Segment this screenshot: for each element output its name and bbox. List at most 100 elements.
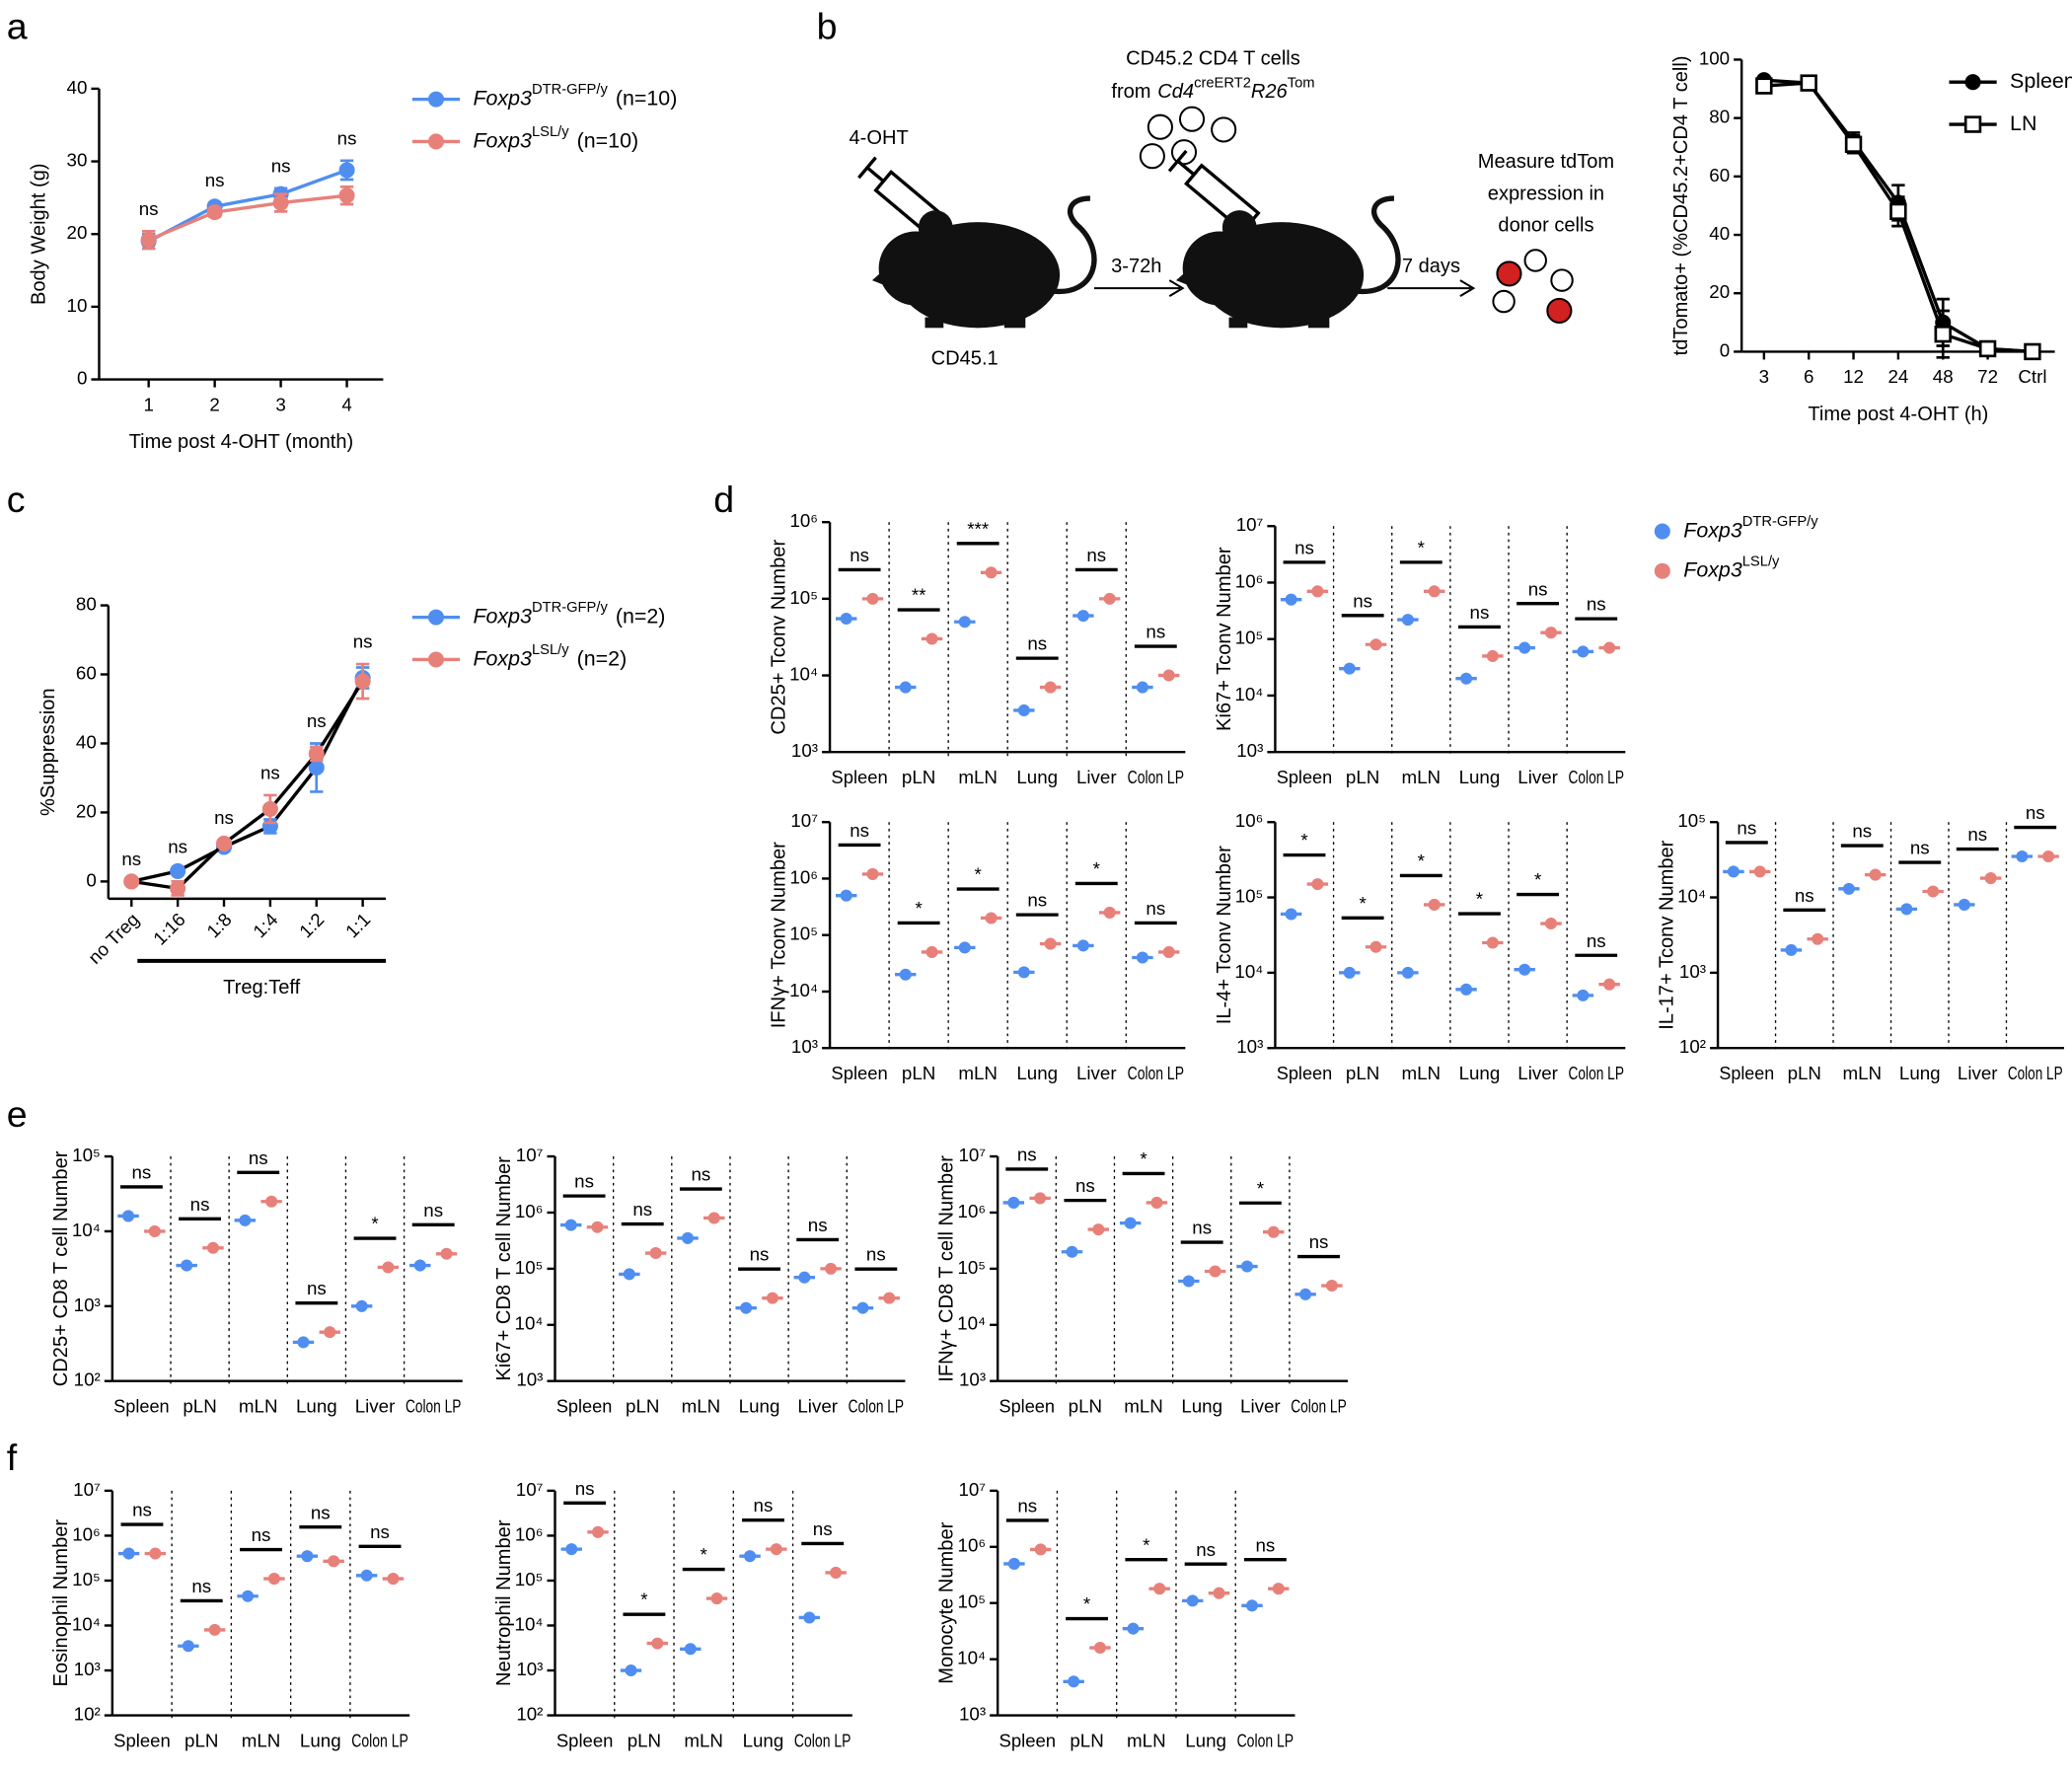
significance-label: ns (754, 1495, 774, 1516)
dot (1984, 872, 1997, 885)
significance-label: ns (574, 1171, 594, 1192)
y-tick-label: 0 (86, 869, 96, 890)
legend-sup: DTR-GFP/y (532, 82, 608, 98)
significance-label: ns (132, 1500, 152, 1520)
x-tick-label: mLN (239, 1395, 278, 1416)
marker (261, 800, 278, 817)
marker (206, 204, 223, 221)
dot (360, 1569, 373, 1582)
y-tick-label: 20 (67, 222, 88, 243)
legend-label: Foxp3DTR-GFP/y (1683, 514, 1818, 542)
x-tick-label: Spleen (1277, 1063, 1332, 1083)
y-tick-label: 10³ (1236, 1036, 1263, 1057)
significance-label: * (1534, 869, 1541, 890)
y-tick-label: 10⁶ (789, 866, 818, 887)
legend-suffix: (n=2) (577, 646, 628, 670)
dot (1044, 937, 1057, 950)
significance-label: ns (1192, 1218, 1212, 1238)
significance-label: * (701, 1544, 707, 1565)
y-tick-label: 10⁶ (958, 1201, 987, 1221)
legend-marker (1964, 74, 1981, 91)
legend-label: Foxp3LSL/y (1683, 554, 1780, 581)
dot (899, 681, 912, 694)
x-tick-label: mLN (1124, 1395, 1163, 1416)
x-tick-label: Spleen (556, 1395, 612, 1416)
legend-label: LN (2010, 111, 2036, 135)
annotation: ns (205, 170, 225, 190)
dot (1486, 936, 1499, 949)
annotation: ns (337, 127, 357, 148)
significance-label: ns (850, 820, 869, 841)
panel: a 0 10 20 30 40 Body Weight (g) 1 2 3 4 Time post 4… (7, 6, 678, 454)
y-tick-label: 10⁷ (790, 810, 818, 831)
dot (208, 1623, 221, 1636)
significance-label: ns (1528, 578, 1548, 599)
dot (866, 867, 879, 880)
dot (1076, 939, 1089, 952)
dot (1007, 1196, 1020, 1209)
readout-line: donor cells (1498, 214, 1593, 236)
significance-label: ns (866, 1244, 886, 1265)
x-tick-label: Liver (1517, 1063, 1558, 1083)
dot (1311, 878, 1324, 891)
dot (440, 1247, 453, 1260)
x-tick-label: Lung (1899, 1063, 1941, 1083)
y-tick-label: 10⁷ (1236, 514, 1264, 535)
significance-label: ns (1353, 590, 1372, 611)
significance-label: ns (311, 1502, 331, 1522)
x-tick-label: Colon LP (351, 1730, 408, 1750)
x-tick-label: Liver (1076, 1063, 1117, 1083)
y-tick-label: 10⁵ (72, 1569, 101, 1590)
y-axis-label: Body Weight (g) (28, 163, 49, 305)
x-tick-label: Colon LP (1291, 1395, 1346, 1416)
x-tick-label: Colon LP (794, 1730, 851, 1750)
donor-line-2: from Cd4creERT2R26Tom (1111, 75, 1314, 103)
dot (899, 968, 912, 981)
dot (591, 1220, 604, 1233)
x-tick-label: mLN (958, 767, 998, 787)
significance-label: ns (1587, 930, 1606, 951)
y-axis-label: Monocyte Number (936, 1521, 958, 1683)
significance-label: * (371, 1214, 378, 1234)
x-tick-label: Colon LP (1128, 767, 1184, 787)
x-tick-label: Spleen (1719, 1063, 1774, 1083)
significance-label: ns (370, 1521, 390, 1542)
dot (866, 592, 879, 605)
x-tick-label: mLN (684, 1730, 723, 1750)
x-axis-label: Time post 4-OHT (h) (1808, 404, 1988, 425)
dot (856, 1301, 869, 1314)
y-axis-label: CD25+ Tconv Number (768, 540, 789, 735)
dot (830, 1566, 843, 1579)
x-axis-label: Treg:Teff (223, 977, 301, 998)
y-tick-label: 10³ (791, 740, 818, 761)
y-tick-label: 10⁴ (1234, 684, 1263, 704)
x-tick-label: Colon LP (1569, 767, 1624, 787)
x-tick-label: 3 (275, 394, 285, 414)
annotation: ns (121, 849, 141, 869)
legend-marker (427, 651, 444, 668)
significance-label: ns (1587, 594, 1606, 615)
dot (1401, 614, 1414, 627)
dot (1066, 1245, 1078, 1258)
dot (1900, 903, 1913, 916)
significance-label: ns (575, 1478, 595, 1499)
legend-label: Foxp3LSL/y (n=2) (473, 642, 627, 670)
dot (1401, 966, 1414, 979)
y-tick-label: 10² (74, 1704, 101, 1725)
significance-label: * (1418, 851, 1425, 871)
dot (301, 1550, 314, 1563)
dot (1428, 585, 1441, 598)
panel: b 0 20 40 60 80 100 tdTomato+ (%CD45.2+CD4 T ce… (817, 6, 2072, 425)
dot (1311, 585, 1324, 598)
x-tick-label: Lung (1016, 767, 1058, 787)
legend-suffix: (n=2) (616, 604, 666, 628)
x-tick-label: 2 (209, 394, 219, 414)
y-tick-label: 100 (1699, 47, 1730, 68)
dot (803, 1611, 816, 1624)
panel-letter: d (713, 479, 734, 520)
dot (625, 1664, 637, 1677)
arrow (1093, 279, 1185, 298)
